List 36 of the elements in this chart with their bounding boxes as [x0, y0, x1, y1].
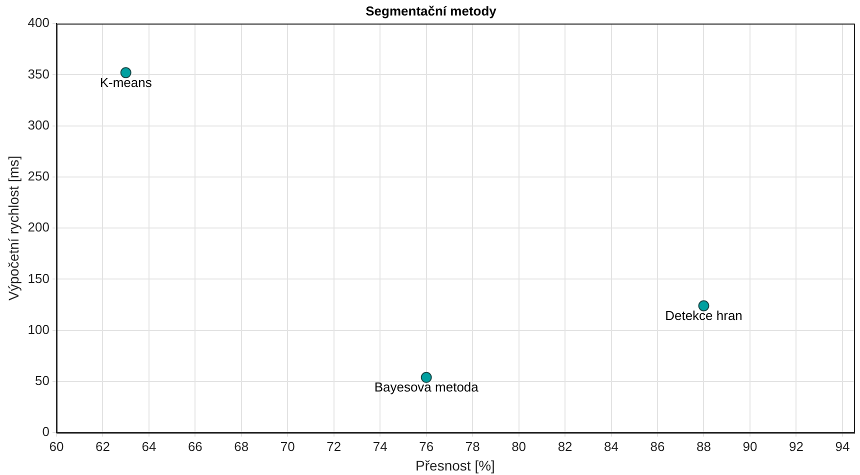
annotation: Bayesova metoda	[374, 379, 480, 394]
x-tick-label: 88	[696, 438, 711, 454]
point	[420, 372, 432, 383]
x-tick-label: 72	[326, 438, 342, 454]
y-tick-label: 250	[28, 168, 50, 184]
x-tick-label: 66	[188, 438, 202, 454]
y-tick-label: 150	[28, 270, 50, 286]
y-tick-label: 200	[28, 220, 50, 235]
x-tick-label: 62	[95, 438, 110, 454]
y-tick-label: 350	[28, 66, 50, 82]
x-tick-label: 60	[49, 438, 64, 454]
point	[698, 300, 710, 312]
y-tick-label: 0	[42, 424, 50, 440]
y-tick-label: 100	[28, 322, 50, 337]
y-tick-label: 50	[35, 373, 50, 388]
y-axis-title: Výpočetní rychlost [ms]	[5, 156, 22, 300]
x-tick-label: 68	[234, 438, 249, 454]
point	[120, 67, 132, 78]
x-tick-label: 92	[788, 438, 804, 454]
x-tick-label: 84	[604, 438, 619, 454]
x-tick-label: 86	[650, 438, 665, 454]
y-tick-label: 400	[28, 15, 50, 30]
chart-title: Segmentační metody	[366, 3, 498, 18]
annotation: K-means	[100, 74, 152, 90]
x-tick-label: 78	[465, 438, 480, 454]
x-axis-title: Přesnost [%]	[416, 457, 495, 474]
x-tick-label: 90	[742, 438, 758, 454]
x-tick-label: 80	[512, 438, 526, 454]
x-tick-label: 74	[372, 438, 388, 454]
x-tick-label: 82	[558, 438, 572, 454]
x-tick-label: 70	[280, 438, 295, 454]
x-tick-label: 76	[419, 438, 434, 454]
x-tick-label: 94	[835, 438, 850, 454]
x-tick-label: 64	[142, 438, 156, 454]
y-tick-label: 300	[28, 117, 50, 132]
annotation: Detekce hran	[665, 308, 742, 323]
